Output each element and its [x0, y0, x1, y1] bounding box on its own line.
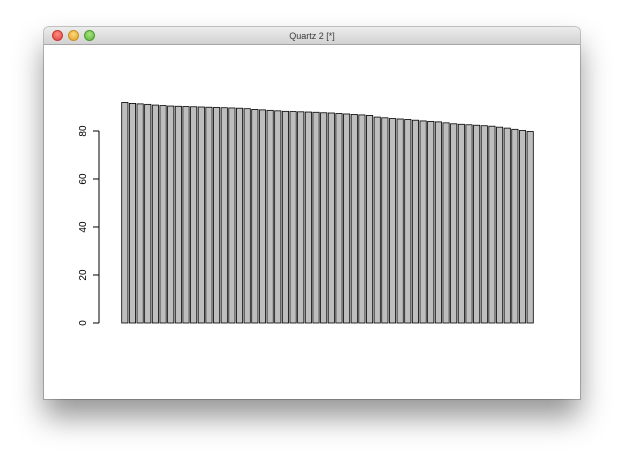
bar: [136, 103, 144, 324]
bar: [419, 120, 427, 324]
bar: [450, 123, 458, 324]
bar: [197, 106, 205, 324]
bar: [159, 105, 167, 324]
bar: [381, 117, 389, 324]
bar: [205, 106, 213, 324]
bar: [274, 110, 282, 324]
bar: [182, 106, 190, 324]
bar: [320, 112, 328, 324]
bar: [174, 105, 182, 324]
bar: [442, 122, 450, 324]
bar: [518, 130, 527, 324]
bar: [312, 111, 320, 324]
bar: [366, 115, 374, 324]
bar: [167, 105, 175, 324]
bar: [128, 103, 137, 324]
close-window-button[interactable]: [52, 30, 63, 41]
bar: [396, 118, 404, 324]
window-titlebar[interactable]: Quartz 2 [*]: [44, 27, 580, 45]
bar: [258, 109, 267, 324]
bar: [266, 109, 274, 324]
y-tick-label: 20: [78, 269, 89, 281]
bar: [190, 106, 198, 324]
bar: [511, 128, 519, 324]
bar: [434, 121, 442, 324]
bar: [335, 113, 343, 324]
bar: [151, 104, 159, 324]
bar: [144, 103, 152, 324]
bar: [121, 102, 129, 324]
y-tick-label: 40: [78, 221, 89, 233]
bar: [465, 124, 473, 324]
window-title: Quartz 2 [*]: [289, 31, 335, 41]
bar: [281, 110, 289, 324]
bar: [304, 111, 312, 324]
bar: [251, 109, 259, 324]
bar: [220, 107, 228, 324]
bar: [289, 111, 297, 324]
bar: [213, 107, 221, 324]
minimize-window-button[interactable]: [68, 30, 79, 41]
y-tick-label: 60: [78, 173, 89, 185]
bar: [480, 125, 488, 324]
bar-chart: 0 20 40 60 80: [78, 102, 534, 326]
bar: [473, 124, 481, 324]
y-tick-label: 80: [78, 125, 89, 137]
bar: [327, 112, 335, 324]
bar: [343, 113, 351, 324]
y-tick-label: 0: [78, 320, 89, 326]
bar: [243, 108, 251, 324]
bar: [358, 114, 366, 324]
bar: [488, 125, 496, 324]
bar: [457, 123, 465, 324]
plot-area: 0 20 40 60 80: [44, 45, 580, 399]
zoom-window-button[interactable]: [84, 30, 95, 41]
bar: [236, 107, 244, 324]
bar: [404, 119, 412, 324]
bar: [427, 121, 435, 324]
bar: [388, 118, 397, 324]
bar: [503, 127, 511, 324]
quartz-window: Quartz 2 [*] 0 20 40 60 80: [44, 27, 580, 399]
bar: [373, 116, 381, 324]
bar: [228, 107, 236, 324]
bar: [297, 111, 305, 324]
bar: [526, 131, 534, 324]
bar: [350, 114, 358, 324]
bar: [496, 126, 504, 324]
bar: [411, 119, 419, 324]
